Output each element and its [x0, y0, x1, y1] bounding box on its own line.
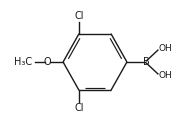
- Text: Cl: Cl: [74, 103, 84, 113]
- Text: H₃C: H₃C: [14, 57, 32, 67]
- Text: B: B: [143, 57, 150, 67]
- Text: OH: OH: [159, 44, 173, 53]
- Text: Cl: Cl: [74, 11, 84, 21]
- Text: O: O: [44, 57, 51, 67]
- Text: OH: OH: [159, 71, 173, 80]
